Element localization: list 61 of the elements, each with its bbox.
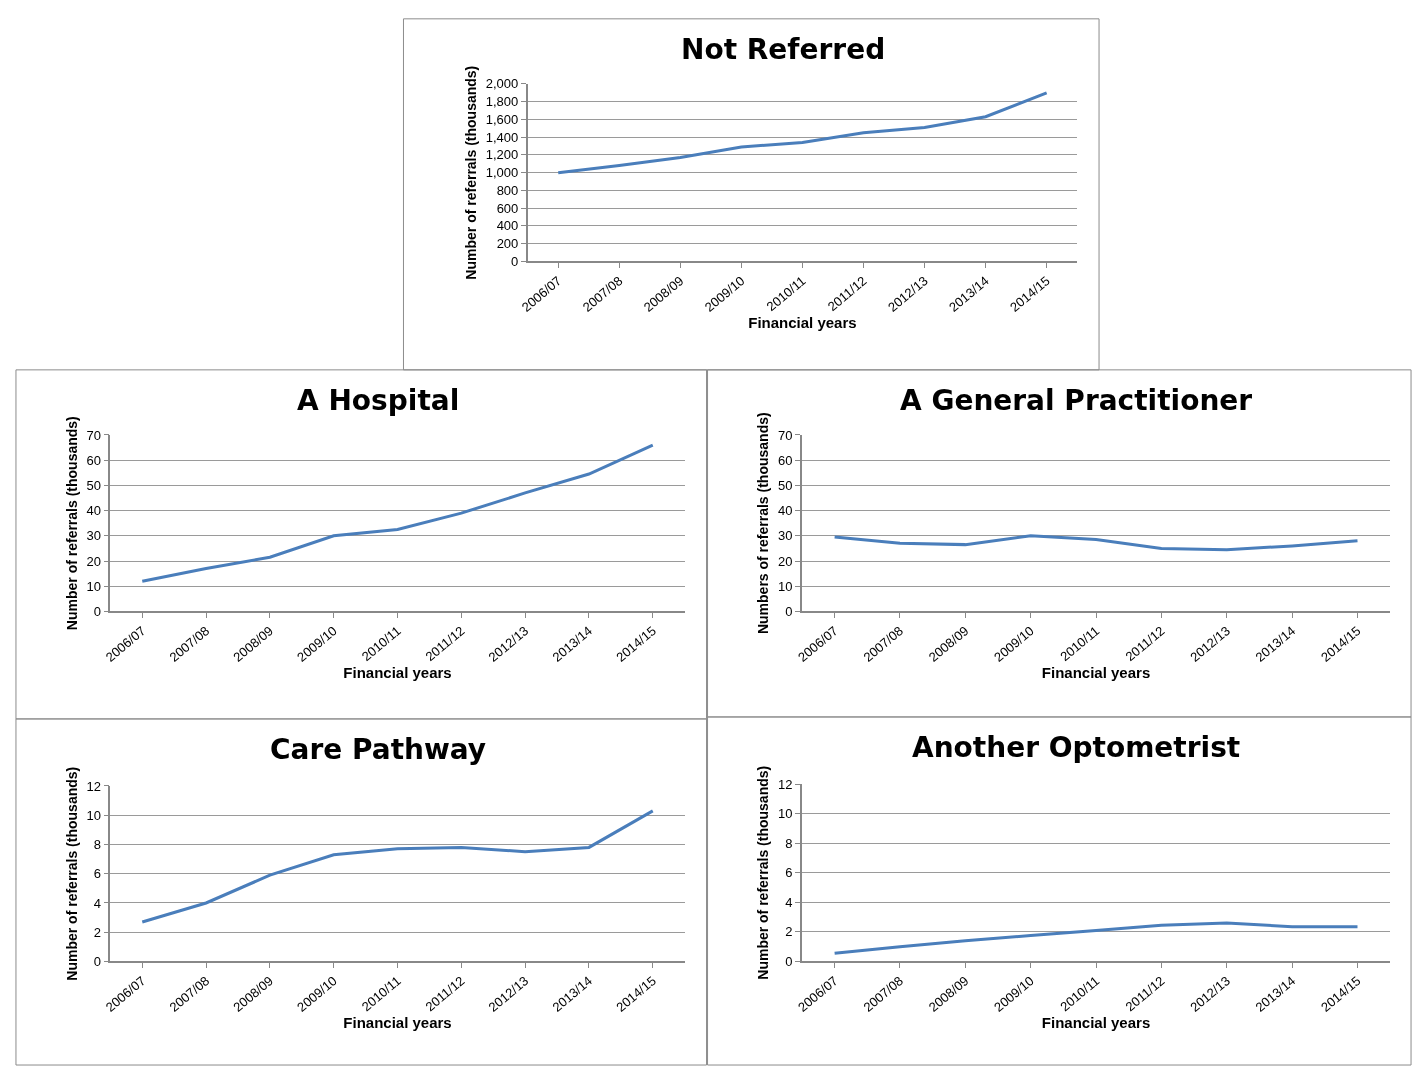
y-tick-label: 1,000 [485, 165, 519, 181]
y-tick-label: 30 [778, 528, 793, 544]
x-axis-title: Financial years [343, 664, 452, 682]
y-tick-label: 4 [785, 894, 793, 910]
y-tick-label: 1,200 [485, 147, 519, 163]
chart-title: A General Practitioner [900, 384, 1253, 417]
y-tick-label: 50 [778, 477, 793, 493]
y-tick-label: 6 [93, 866, 101, 882]
y-tick-label: 60 [86, 452, 101, 468]
y-axis-title: Number of referrals (thousands) [63, 416, 80, 631]
y-tick-label: 10 [86, 807, 101, 823]
line-series [556, 91, 1049, 175]
y-tick-label: 2,000 [485, 76, 519, 92]
y-tick-label: 2 [93, 924, 101, 940]
line-series [833, 534, 1359, 552]
y-tick-label: 200 [496, 236, 519, 252]
y-tick-label: 40 [778, 503, 793, 519]
y-tick-label: 0 [511, 253, 519, 269]
line-series [833, 921, 1359, 955]
y-tick-label: 20 [86, 553, 101, 569]
y-tick-label: 70 [86, 427, 101, 443]
y-tick-label: 70 [778, 427, 793, 443]
line-series [140, 809, 655, 924]
y-axis-title: Number of referrals (thousands) [63, 766, 80, 981]
y-tick-label: 0 [785, 603, 793, 619]
y-tick-label: 8 [785, 835, 793, 851]
chart-title: Another Optometrist [912, 731, 1241, 764]
x-axis-title: Financial years [343, 1014, 452, 1032]
y-tick-label: 10 [86, 578, 101, 594]
x-axis-title: Financial years [748, 314, 857, 332]
chart-title: Not Referred [681, 33, 886, 66]
y-tick-label: 1,800 [485, 94, 519, 110]
y-axis-title: Number of referrals (thousands) [462, 65, 479, 280]
y-tick-label: 20 [778, 553, 793, 569]
y-tick-label: 600 [496, 200, 519, 216]
y-tick-label: 4 [93, 895, 101, 911]
y-tick-label: 2 [785, 924, 793, 940]
y-tick-label: 8 [93, 837, 101, 853]
y-tick-label: 400 [496, 218, 519, 234]
line-series [140, 443, 655, 583]
y-tick-label: 6 [785, 865, 793, 881]
chart-title: A Hospital [297, 384, 460, 417]
y-tick-label: 0 [93, 954, 101, 970]
y-tick-label: 60 [778, 452, 793, 468]
y-axis-title: Number of referrals (thousands) [755, 765, 772, 980]
y-tick-label: 12 [778, 776, 793, 792]
y-tick-label: 800 [496, 182, 519, 198]
y-tick-label: 10 [778, 578, 793, 594]
y-tick-label: 0 [785, 954, 793, 970]
x-axis-title: Financial years [1041, 1014, 1151, 1032]
y-tick-label: 0 [93, 603, 101, 619]
chart-title: Care Pathway [270, 733, 487, 766]
y-tick-label: 30 [86, 528, 101, 544]
y-tick-label: 1,400 [485, 129, 519, 145]
y-axis-title: Numbers of referrals (thousands) [755, 412, 772, 635]
y-tick-label: 40 [86, 503, 101, 519]
y-tick-label: 1,600 [485, 111, 519, 127]
y-tick-label: 10 [778, 806, 793, 822]
x-axis-title: Financial years [1041, 664, 1151, 682]
y-tick-label: 12 [86, 778, 101, 794]
y-tick-label: 50 [86, 477, 101, 493]
